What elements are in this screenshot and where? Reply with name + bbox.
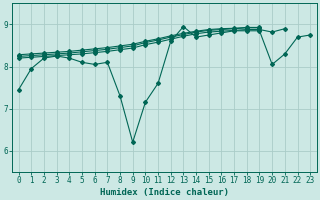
X-axis label: Humidex (Indice chaleur): Humidex (Indice chaleur) (100, 188, 229, 197)
